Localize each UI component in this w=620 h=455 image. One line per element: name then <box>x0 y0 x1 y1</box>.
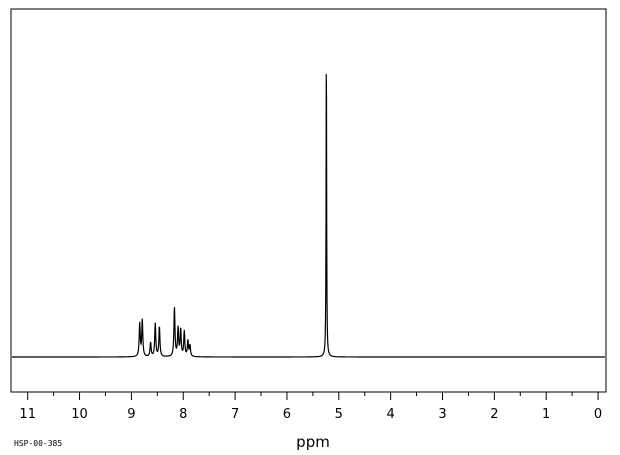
x-axis-label: ppm <box>296 433 330 451</box>
tick-label: 5 <box>335 407 343 422</box>
tick-label: 0 <box>594 407 602 422</box>
x-axis-tick-labels: 11 10 9 8 7 6 5 4 3 2 1 0 <box>19 407 602 422</box>
plot-frame <box>10 8 607 393</box>
tick-label: 8 <box>179 407 187 422</box>
tick-label: 10 <box>71 407 88 422</box>
spectrum-trace <box>12 73 605 358</box>
tick-label: 9 <box>127 407 135 422</box>
tick-label: 2 <box>490 407 498 422</box>
tick-label: 1 <box>542 407 550 422</box>
tick-label: 4 <box>387 407 395 422</box>
tick-label: 3 <box>438 407 446 422</box>
x-axis-ticks <box>27 392 599 400</box>
tick-label: 6 <box>283 407 291 422</box>
tick-label: 11 <box>19 407 36 422</box>
tick-label: 7 <box>231 407 239 422</box>
sample-code: HSP-00-385 <box>14 439 62 448</box>
